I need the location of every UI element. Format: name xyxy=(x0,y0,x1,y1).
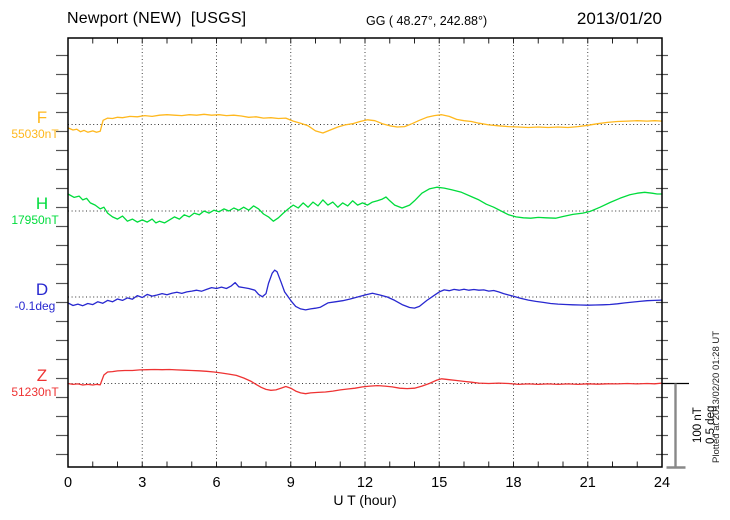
trace-F xyxy=(67,113,663,134)
channel-label-h: H xyxy=(35,194,49,213)
trace-D xyxy=(67,269,663,311)
x-tick-label: 9 xyxy=(287,475,295,491)
x-tick-label: 12 xyxy=(357,475,373,491)
channel-baseline-z: 51230nT xyxy=(11,385,59,399)
channel-label-z: Z xyxy=(36,366,48,385)
geographic-coordinates: GG ( 48.27°, 242.88°) xyxy=(366,14,488,28)
channel-baseline-d: -0.1deg xyxy=(14,299,56,313)
x-tick-label: 21 xyxy=(580,475,596,491)
channel-label-f: F xyxy=(36,108,48,127)
x-tick-label: 24 xyxy=(654,475,670,491)
plot-date: 2013/01/20 xyxy=(576,9,662,28)
channel-label-d: D xyxy=(35,280,49,299)
trace-H xyxy=(67,186,663,224)
scale-bar-nt-label: 100 nT xyxy=(692,407,704,443)
station-title: Newport (NEW) [USGS] xyxy=(67,10,247,27)
x-axis-title: U T (hour) xyxy=(333,492,396,508)
channel-baseline-f: 55030nT xyxy=(11,127,59,141)
x-tick-label: 0 xyxy=(64,475,72,491)
x-tick-label: 15 xyxy=(431,475,447,491)
x-tick-label: 18 xyxy=(505,475,521,491)
x-tick-label: 3 xyxy=(138,475,146,491)
x-tick-label: 6 xyxy=(212,475,220,491)
trace-Z xyxy=(67,368,663,395)
plot-frame xyxy=(67,37,663,468)
plotted-at-note: Plotted at 2013/02/20 01:28 UT xyxy=(711,330,722,464)
channel-baseline-h: 17950nT xyxy=(11,213,59,227)
